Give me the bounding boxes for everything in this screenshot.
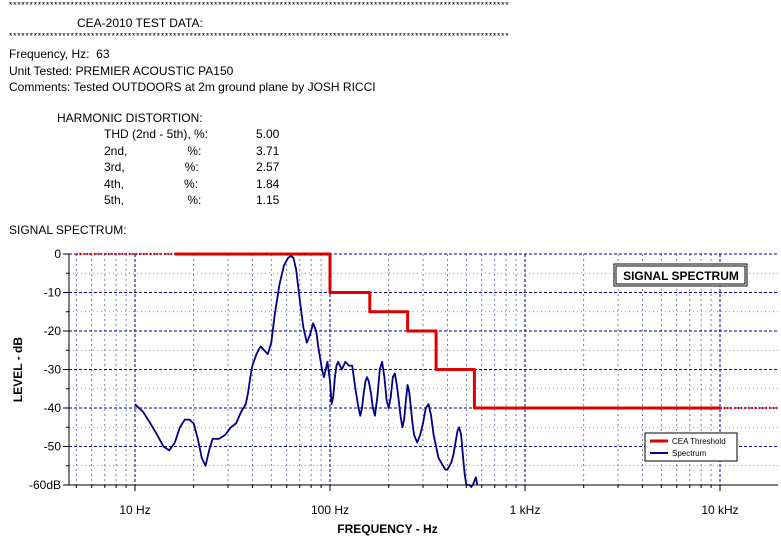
- header-rule-bottom: ****************************************…: [8, 33, 510, 41]
- header-rule-top: ****************************************…: [8, 2, 510, 10]
- distortion-row-value: 2.57: [256, 160, 280, 174]
- distortion-row-value: 1.15: [256, 193, 280, 207]
- x-axis-ticks: 10 Hz 100 Hz 1 kHz 10 kHz: [119, 503, 738, 517]
- spectrum-heading: SIGNAL SPECTRUM:: [9, 223, 127, 237]
- distortion-row-label: 2nd, %:: [104, 143, 202, 158]
- distortion-row-value: 3.71: [256, 143, 280, 158]
- frequency-line: Frequency, Hz: 63: [9, 47, 110, 61]
- distortion-row-value: 1.84: [256, 176, 280, 191]
- report-title: CEA-2010 TEST DATA:: [77, 16, 203, 30]
- y-tick-label: 0: [54, 247, 61, 261]
- chart-legend: CEA Threshold Spectrum: [644, 432, 738, 462]
- legend-label: Spectrum: [672, 449, 707, 458]
- distortion-row-value: 5.00: [256, 127, 280, 141]
- y-axis-ticks: 0 -10 -20 -30 -40 -50 -60dB: [29, 247, 61, 492]
- x-tick-label: 10 kHz: [701, 503, 738, 517]
- y-tick-label: -40: [44, 401, 62, 415]
- y-axis-label: LEVEL - dB: [11, 337, 25, 402]
- y-tick-label: -30: [44, 363, 62, 377]
- x-tick-label: 100 Hz: [311, 503, 349, 517]
- y-tick-label: -50: [44, 440, 62, 454]
- distortion-row-label: THD (2nd - 5th), %:: [104, 127, 209, 141]
- distortion-heading: HARMONIC DISTORTION:: [57, 111, 203, 125]
- series-line-cea-threshold: [174, 252, 720, 410]
- comments-line: Comments: Tested OUTDOORS at 2m ground p…: [9, 80, 376, 94]
- x-axis-label: FREQUENCY - Hz: [337, 522, 437, 536]
- chart-series: [76, 252, 778, 488]
- distortion-row-label: 3rd, %:: [104, 160, 199, 174]
- legend-box: [644, 432, 738, 462]
- y-tick-label: -20: [44, 324, 62, 338]
- x-tick-label: 10 Hz: [119, 503, 150, 517]
- y-tick-label: -60dB: [29, 478, 61, 492]
- legend-label: CEA Threshold: [672, 437, 726, 446]
- unit-tested-line: Unit Tested: PREMIER ACOUSTIC PA150: [9, 64, 234, 78]
- distortion-row-label: 5th, %:: [104, 193, 202, 207]
- chart-title-box: SIGNAL SPECTRUM: [613, 263, 748, 287]
- series-line-spectrum: [134, 254, 479, 488]
- y-tick-label: -10: [44, 286, 62, 300]
- x-tick-label: 1 kHz: [510, 503, 541, 517]
- distortion-row-label: 4th, %:: [104, 176, 199, 191]
- chart-title: SIGNAL SPECTRUM: [623, 269, 739, 283]
